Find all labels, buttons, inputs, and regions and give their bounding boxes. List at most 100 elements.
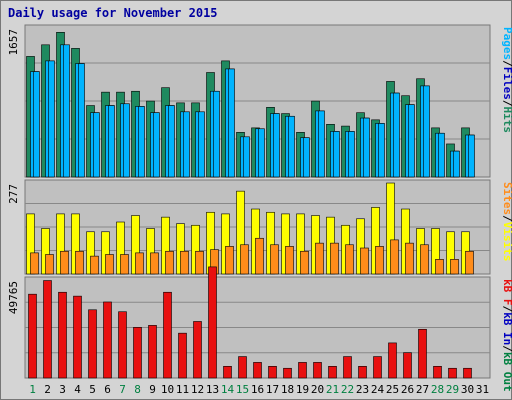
day-label-5: 5: [89, 383, 96, 396]
bar-kbytes-day-2: [43, 280, 52, 379]
legend-entry: /: [501, 306, 512, 313]
day-label-23: 23: [356, 383, 369, 396]
day-label-16: 16: [251, 383, 264, 396]
day-label-27: 27: [416, 383, 429, 396]
bar-pages-day-5: [93, 112, 100, 178]
bar-kbytes-day-4: [73, 295, 82, 379]
bar-pages-day-29: [453, 150, 460, 178]
bar-kbytes-day-30: [463, 367, 472, 379]
bar-pages-day-2: [48, 60, 55, 178]
ymax-label-hits-files-pages: 1657: [7, 29, 20, 56]
bar-sites-day-18: [285, 246, 294, 275]
day-label-8: 8: [134, 383, 141, 396]
ymax-label-kbytes: 49765: [7, 281, 20, 314]
bar-sites-day-14: [225, 246, 234, 275]
bar-kbytes-day-7: [118, 311, 127, 379]
bar-pages-day-3: [63, 44, 70, 178]
day-label-30: 30: [461, 383, 474, 396]
day-label-29: 29: [446, 383, 459, 396]
day-label-1: 1: [29, 383, 36, 396]
bar-sites-day-17: [270, 244, 279, 275]
day-label-9: 9: [149, 383, 156, 396]
bar-kbytes-day-17: [268, 366, 277, 379]
bar-sites-day-7: [120, 254, 129, 275]
bar-pages-day-19: [303, 137, 310, 178]
bar-kbytes-day-12: [193, 321, 202, 379]
day-label-21: 21: [326, 383, 339, 396]
day-label-31: 31: [476, 383, 489, 396]
bar-kbytes-day-6: [103, 301, 112, 379]
legend-kbytes: kB F/kB In/kB Out: [501, 279, 512, 392]
legend-entry: kB F: [501, 279, 512, 306]
bar-pages-day-1: [33, 71, 40, 178]
bar-sites-day-15: [240, 244, 249, 275]
bar-pages-day-18: [288, 115, 295, 178]
bar-pages-day-28: [438, 132, 445, 178]
legend-entry: kB Out: [501, 352, 512, 392]
bar-pages-day-25: [393, 92, 400, 178]
day-label-4: 4: [74, 383, 81, 396]
bar-kbytes-day-18: [283, 367, 292, 379]
day-label-28: 28: [431, 383, 444, 396]
bar-sites-day-12: [195, 250, 204, 275]
legend-entry: /: [501, 100, 512, 107]
bar-sites-day-21: [330, 242, 339, 275]
bar-pages-day-9: [153, 112, 160, 178]
day-label-24: 24: [371, 383, 385, 396]
bar-sites-day-5: [90, 255, 99, 275]
bar-pages-day-12: [198, 111, 205, 178]
day-label-2: 2: [44, 383, 51, 396]
bar-sites-day-10: [165, 250, 174, 275]
bar-kbytes-day-20: [313, 362, 322, 379]
day-label-18: 18: [281, 383, 294, 396]
bar-sites-day-19: [300, 250, 309, 275]
day-label-25: 25: [386, 383, 399, 396]
bar-kbytes-day-1: [28, 293, 37, 379]
day-label-19: 19: [296, 383, 309, 396]
day-label-26: 26: [401, 383, 414, 396]
legend-entry: kB In: [501, 312, 512, 345]
bar-kbytes-day-14: [223, 366, 232, 379]
bar-kbytes-day-25: [388, 342, 397, 379]
bar-kbytes-day-23: [358, 366, 367, 379]
bar-kbytes-day-24: [373, 356, 382, 379]
legend-entry: Hits: [501, 107, 512, 134]
bar-sites-day-24: [375, 246, 384, 275]
bar-kbytes-day-19: [298, 362, 307, 379]
day-label-7: 7: [119, 383, 126, 396]
legend-hits-files-pages: Pages/Files/Hits: [501, 27, 512, 133]
bar-kbytes-day-11: [178, 332, 187, 379]
bar-pages-day-16: [258, 128, 265, 178]
bar-kbytes-day-10: [163, 291, 172, 379]
bar-sites-day-16: [255, 237, 264, 275]
bar-pages-day-23: [363, 117, 370, 178]
legend-entry: /: [501, 60, 512, 67]
bar-kbytes-day-26: [403, 352, 412, 379]
bar-sites-day-9: [150, 252, 159, 275]
bar-sites-day-1: [30, 252, 39, 275]
bar-sites-day-25: [390, 239, 399, 275]
legend-entry: /: [501, 345, 512, 352]
bar-pages-day-13: [213, 90, 220, 178]
day-label-6: 6: [104, 383, 111, 396]
bar-kbytes-day-21: [328, 366, 337, 379]
bar-pages-day-14: [228, 68, 235, 178]
legend-entry: Pages: [501, 27, 512, 60]
bar-pages-day-8: [138, 106, 145, 178]
bar-sites-day-30: [465, 250, 474, 275]
bar-kbytes-day-9: [148, 325, 157, 379]
day-label-11: 11: [176, 383, 189, 396]
day-label-17: 17: [266, 383, 279, 396]
bar-sites-day-23: [360, 247, 369, 275]
day-label-22: 22: [341, 383, 354, 396]
bar-sites-day-11: [180, 250, 189, 275]
day-label-10: 10: [161, 383, 174, 396]
bar-kbytes-day-29: [448, 367, 457, 379]
bar-pages-day-22: [348, 131, 355, 178]
legend-entry: /: [501, 215, 512, 222]
bar-sites-day-29: [450, 259, 459, 275]
day-label-3: 3: [59, 383, 66, 396]
day-label-15: 15: [236, 383, 249, 396]
bar-kbytes-day-22: [343, 356, 352, 379]
bar-pages-day-24: [378, 123, 385, 178]
